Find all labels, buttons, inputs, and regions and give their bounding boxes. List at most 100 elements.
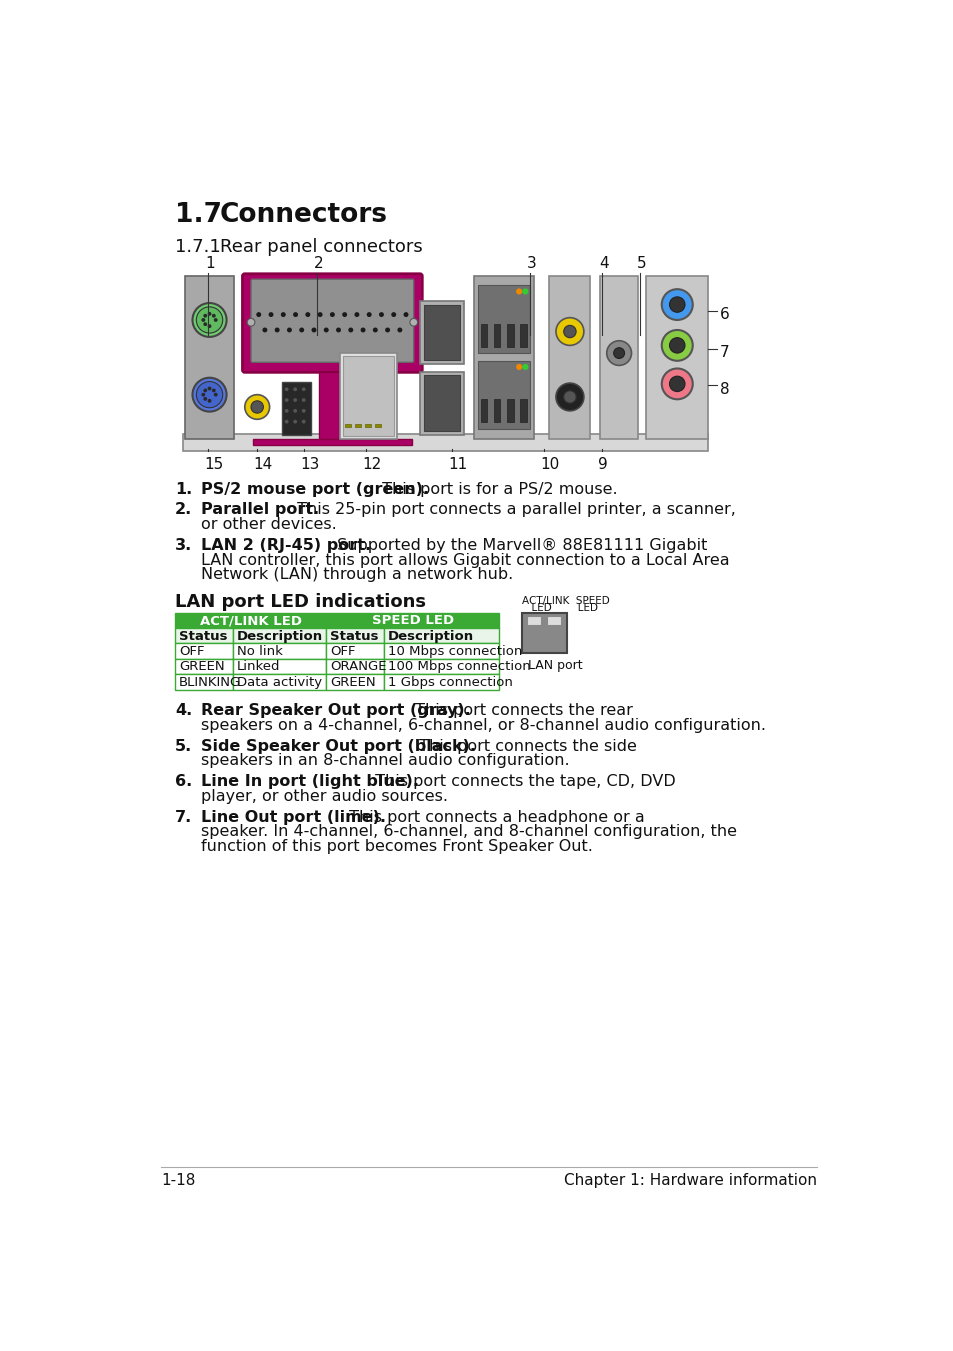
Bar (494, 400, 500, 423)
Circle shape (293, 420, 296, 423)
Circle shape (208, 324, 212, 328)
Circle shape (193, 378, 227, 412)
Circle shape (403, 312, 408, 317)
Circle shape (373, 327, 377, 332)
Text: 11: 11 (448, 457, 467, 471)
Text: 1.7.1: 1.7.1 (174, 238, 220, 255)
Circle shape (256, 312, 261, 317)
Bar (326, 659, 384, 674)
Bar (384, 674, 498, 689)
Text: BLINKING: BLINKING (179, 676, 241, 689)
Text: Description: Description (388, 630, 474, 643)
Bar (174, 628, 233, 643)
Text: This port is for a PS/2 mouse.: This port is for a PS/2 mouse. (377, 482, 618, 497)
Text: 4.: 4. (174, 704, 193, 719)
Bar (521, 612, 567, 653)
Bar (183, 434, 707, 451)
Text: 1.: 1. (174, 482, 193, 497)
Circle shape (196, 381, 222, 408)
Circle shape (284, 420, 289, 423)
Text: speaker. In 4-channel, 6-channel, and 8-channel configuration, the: speaker. In 4-channel, 6-channel, and 8-… (200, 824, 736, 839)
Circle shape (385, 327, 390, 332)
Text: ORANGE: ORANGE (330, 661, 386, 673)
Text: Chapter 1: Hardware information: Chapter 1: Hardware information (563, 1173, 816, 1188)
Text: Status: Status (330, 630, 378, 643)
Circle shape (268, 312, 274, 317)
Circle shape (317, 312, 322, 317)
Circle shape (305, 312, 310, 317)
Bar (419, 372, 464, 435)
Circle shape (284, 409, 289, 413)
Circle shape (213, 393, 217, 397)
Text: This port connects the tape, CD, DVD: This port connects the tape, CD, DVD (369, 774, 675, 789)
Text: 12: 12 (361, 457, 380, 471)
Circle shape (245, 394, 270, 419)
Text: This port connects the rear: This port connects the rear (409, 704, 632, 719)
Text: PS/2 mouse port (green).: PS/2 mouse port (green). (200, 482, 428, 497)
Text: ACT/LINK  SPEED: ACT/LINK SPEED (521, 596, 609, 605)
Circle shape (247, 319, 254, 326)
Bar (474, 276, 534, 439)
Circle shape (213, 317, 217, 322)
Bar (318, 372, 346, 439)
Bar (375, 424, 381, 427)
Circle shape (669, 297, 684, 312)
Circle shape (516, 363, 521, 370)
Bar (519, 324, 526, 347)
Circle shape (274, 327, 279, 332)
Bar (494, 324, 500, 347)
Circle shape (661, 289, 692, 320)
Bar (233, 628, 326, 643)
Circle shape (280, 312, 286, 317)
Circle shape (556, 317, 583, 346)
Circle shape (563, 390, 576, 403)
Circle shape (251, 401, 263, 413)
Text: GREEN: GREEN (330, 676, 375, 689)
Bar (477, 361, 530, 428)
Text: Network (LAN) through a network hub.: Network (LAN) through a network hub. (200, 567, 513, 582)
Text: Rear Speaker Out port (gray).: Rear Speaker Out port (gray). (200, 704, 470, 719)
Circle shape (661, 369, 692, 400)
Text: 10: 10 (539, 457, 558, 471)
Text: 6: 6 (720, 307, 729, 322)
Bar (282, 381, 311, 435)
Bar (507, 324, 513, 347)
Bar (519, 400, 526, 423)
Text: LAN port: LAN port (528, 659, 582, 671)
Bar (185, 276, 233, 439)
Circle shape (287, 327, 292, 332)
Bar (174, 674, 233, 689)
Circle shape (203, 323, 207, 326)
Bar (326, 612, 498, 628)
Text: 10 Mbps connection: 10 Mbps connection (388, 644, 522, 658)
Circle shape (360, 327, 365, 332)
FancyBboxPatch shape (251, 280, 414, 362)
FancyBboxPatch shape (242, 274, 422, 373)
Text: 1.7: 1.7 (174, 203, 222, 228)
Text: Rear panel connectors: Rear panel connectors (220, 238, 422, 255)
Text: 3.: 3. (174, 538, 193, 553)
Circle shape (669, 376, 684, 392)
Text: LAN controller, this port allows Gigabit connection to a Local Area: LAN controller, this port allows Gigabit… (200, 553, 728, 567)
Text: Line Out port (lime).: Line Out port (lime). (200, 809, 385, 824)
Bar (365, 424, 371, 427)
Circle shape (335, 327, 340, 332)
Circle shape (563, 326, 576, 338)
Bar (253, 439, 412, 446)
Text: 7.: 7. (174, 809, 193, 824)
Circle shape (301, 388, 305, 392)
Circle shape (330, 312, 335, 317)
Text: Data activity: Data activity (236, 676, 322, 689)
Text: LAN 2 (RJ-45) port.: LAN 2 (RJ-45) port. (200, 538, 371, 553)
Circle shape (397, 327, 402, 332)
Circle shape (262, 327, 267, 332)
Circle shape (212, 389, 215, 392)
Bar (384, 628, 498, 643)
Text: OFF: OFF (330, 644, 355, 658)
Text: GREEN: GREEN (179, 661, 224, 673)
Text: 1: 1 (205, 257, 214, 272)
Circle shape (203, 389, 207, 392)
Text: 13: 13 (299, 457, 319, 471)
Text: No link: No link (236, 644, 283, 658)
Circle shape (521, 288, 528, 295)
